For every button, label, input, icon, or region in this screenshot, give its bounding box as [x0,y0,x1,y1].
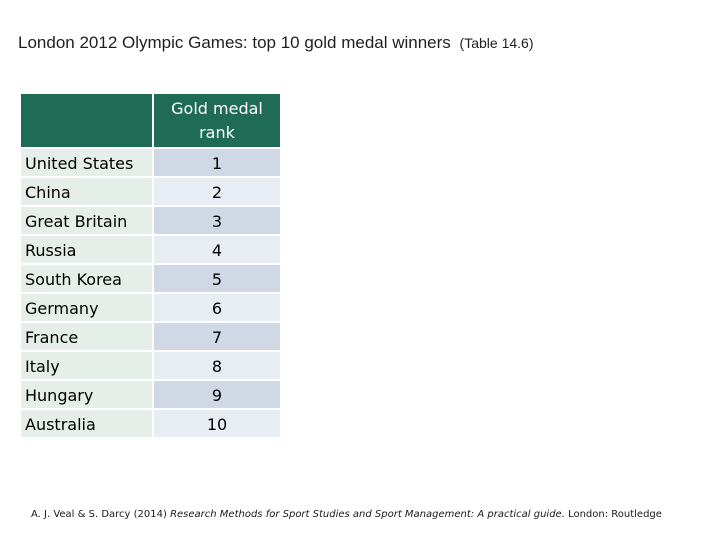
citation: A. J. Veal & S. Darcy (2014) Research Me… [31,509,662,520]
rank-cell: 8 [154,352,280,379]
rank-cell: 5 [154,265,280,292]
country-cell: Russia [21,236,152,263]
table-row: France 7 [21,323,281,352]
header-rank-cell: Gold medal rank [154,94,280,147]
country-cell: Germany [21,294,152,321]
table-row: Australia 10 [21,410,281,439]
rank-cell: 6 [154,294,280,321]
citation-publisher: London: Routledge [568,509,662,520]
rank-cell: 10 [154,410,280,437]
rank-cell: 4 [154,236,280,263]
rank-cell: 2 [154,178,280,205]
citation-authors: A. J. Veal & S. Darcy (2014) [31,509,167,520]
country-cell: Hungary [21,381,152,408]
rank-cell: 9 [154,381,280,408]
slide-title: London 2012 Olympic Games: top 10 gold m… [18,33,533,53]
country-cell: United States [21,149,152,176]
table-row: South Korea 5 [21,265,281,294]
header-country-cell [21,94,152,147]
table-row: China 2 [21,178,281,207]
title-main: London 2012 Olympic Games: top 10 gold m… [18,33,451,52]
table-row: Russia 4 [21,236,281,265]
table-row: Hungary 9 [21,381,281,410]
country-cell: France [21,323,152,350]
rank-cell: 7 [154,323,280,350]
table-row: Germany 6 [21,294,281,323]
country-cell: South Korea [21,265,152,292]
table-body: United States 1 China 2 Great Britain 3 Russia… [21,149,281,439]
country-cell: China [21,178,152,205]
rank-cell: 1 [154,149,280,176]
table-row: Great Britain 3 [21,207,281,236]
country-cell: Great Britain [21,207,152,234]
table-row: United States 1 [21,149,281,178]
title-table-ref: (Table 14.6) [459,35,534,51]
table-header: Gold medal rank [21,94,281,147]
rank-cell: 3 [154,207,280,234]
citation-book-title: Research Methods for Sport Studies and S… [170,509,565,520]
country-cell: Australia [21,410,152,437]
country-cell: Italy [21,352,152,379]
table-row: Italy 8 [21,352,281,381]
